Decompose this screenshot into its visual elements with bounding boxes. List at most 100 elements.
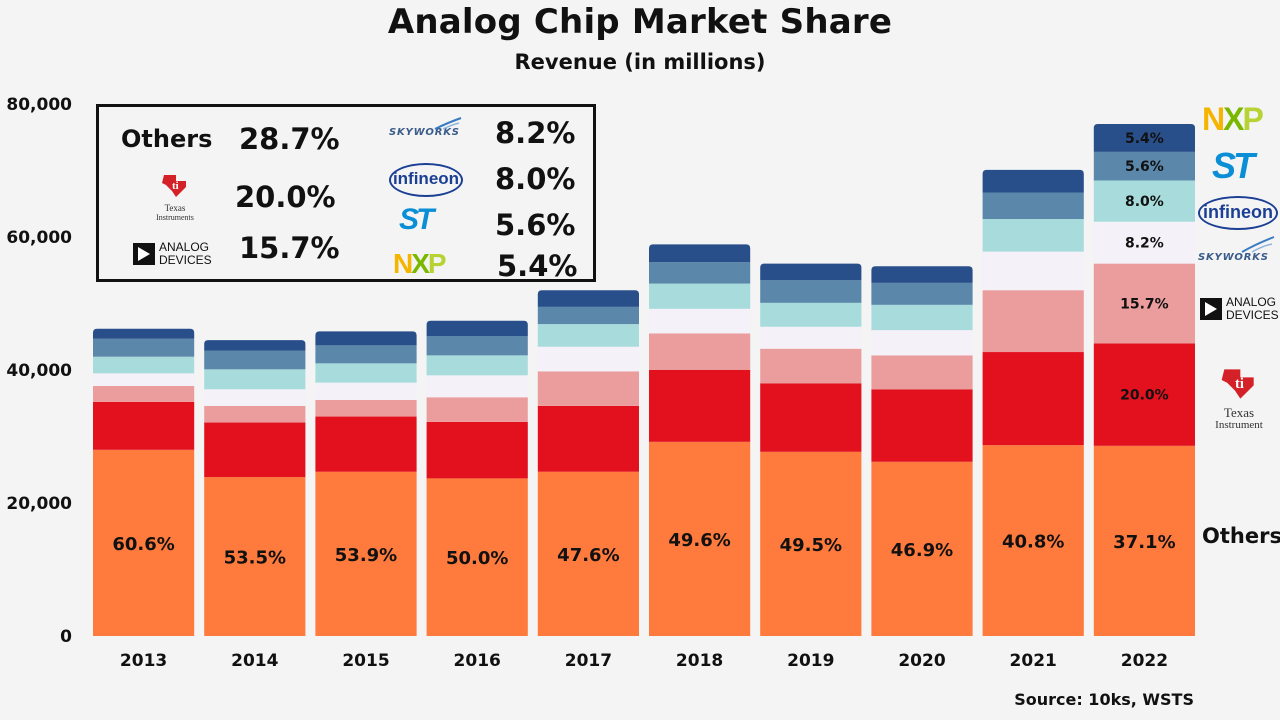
others-label-right: Others <box>1202 524 1280 548</box>
bar-segment <box>760 383 862 452</box>
y-tick-label: 20,000 <box>6 494 72 514</box>
bar-segment <box>204 350 306 370</box>
bar-segment <box>426 397 528 422</box>
bar-segment <box>315 399 417 417</box>
bar-segment <box>93 401 195 450</box>
data-label: 37.1% <box>1113 532 1175 553</box>
bar-segment <box>871 330 973 356</box>
skyworks-logo: SKYWORKS <box>389 117 462 138</box>
skyworks-swoosh-icon-right <box>1241 236 1275 253</box>
bar-segment <box>982 192 1084 220</box>
adi-logo-line2: DEVICES <box>159 253 212 267</box>
bar-segment <box>1093 123 1195 152</box>
data-label: 49.5% <box>780 535 842 556</box>
bar-segment <box>537 290 639 307</box>
bar-segment <box>982 169 1084 193</box>
bar-segment <box>315 331 417 346</box>
legend-share-nxp: 5.4% <box>497 249 578 283</box>
x-tick-label: 2022 <box>1121 651 1168 671</box>
bar-segment <box>204 340 306 351</box>
chart-title: Analog Chip Market Share <box>387 2 893 42</box>
data-label: 15.7% <box>1120 297 1169 313</box>
bar-segment <box>426 355 528 376</box>
y-tick-label: 0 <box>60 627 72 647</box>
data-label: 5.4% <box>1125 131 1164 147</box>
adi-logo-line1: ANALOG <box>159 240 210 254</box>
bar-segment <box>649 370 751 442</box>
skyworks-logo-text: SKYWORKS <box>389 127 460 138</box>
bar-segment <box>1093 445 1195 636</box>
legend-name-others: Others <box>121 125 213 153</box>
st-logo-right: ST <box>1212 145 1255 186</box>
x-tick-label: 2016 <box>454 651 501 671</box>
data-label: 8.0% <box>1125 194 1164 210</box>
x-tick-label: 2019 <box>787 651 834 671</box>
adi-logo-line2-right: DEVICES <box>1226 308 1279 322</box>
legend-share-skyworks: 8.2% <box>495 116 576 150</box>
legend-box: Others 28.7% ti Texas Instruments 20.0% … <box>96 104 596 283</box>
bar-segment <box>204 422 306 478</box>
ti-state-icon: ti <box>162 175 186 197</box>
nxp-logo-right: NXP <box>1202 101 1264 137</box>
bar-segment <box>204 477 306 636</box>
bar-segment <box>871 304 973 331</box>
bar-segment <box>204 405 306 423</box>
texas-instruments-logo: ti Texas Instruments <box>143 173 207 222</box>
bar-segment <box>537 306 639 325</box>
bar-segment <box>1093 343 1195 446</box>
svg-text:ti: ti <box>172 180 179 192</box>
x-tick-label: 2020 <box>898 651 945 671</box>
bar-segment <box>93 338 195 357</box>
data-label: 50.0% <box>446 548 508 569</box>
svg-text:ti: ti <box>1235 376 1244 392</box>
data-label: 40.8% <box>1002 532 1064 553</box>
y-tick-label: 60,000 <box>6 228 72 248</box>
legend-share-infineon: 8.0% <box>495 162 576 196</box>
bar-segment <box>649 308 751 334</box>
data-label: 46.9% <box>891 540 953 561</box>
bar-segment <box>649 333 751 370</box>
bar-segment <box>93 328 195 339</box>
bar-segment <box>649 283 751 309</box>
y-tick-label: 40,000 <box>6 361 72 381</box>
bar-segment <box>204 369 306 390</box>
bar-segment <box>871 282 973 305</box>
bar-segment <box>315 416 417 472</box>
chart-subtitle: Revenue (in millions) <box>514 50 766 74</box>
legend-share-adi: 15.7% <box>239 231 340 265</box>
bar-segment <box>760 302 862 327</box>
analog-devices-logo: ANALOG DEVICES <box>133 241 212 267</box>
bar-segment <box>1093 180 1195 222</box>
y-tick-label: 80,000 <box>6 95 72 115</box>
bar-segment <box>982 445 1084 636</box>
x-tick-label: 2015 <box>342 651 389 671</box>
bar-segment <box>204 389 306 406</box>
bar-segment <box>426 375 528 398</box>
bar-segment <box>426 478 528 636</box>
data-label: 53.5% <box>224 548 286 569</box>
bar-segment <box>93 373 195 386</box>
infineon-logo-right: infineon <box>1198 196 1278 230</box>
texas-instruments-logo-right: ti Texas Instrument <box>1200 366 1278 431</box>
adi-triangle-icon-right <box>1200 298 1222 320</box>
data-label: 47.6% <box>557 545 619 566</box>
bar-segment <box>537 471 639 636</box>
bar-segment <box>426 421 528 479</box>
skyworks-swoosh-icon <box>434 117 462 130</box>
bar-segment <box>760 263 862 281</box>
bar-segment <box>537 324 639 347</box>
bar-segment <box>649 262 751 284</box>
data-label: 60.6% <box>112 534 174 555</box>
data-label: 20.0% <box>1120 388 1169 404</box>
bar-segment <box>871 355 973 390</box>
adi-triangle-icon <box>133 243 155 265</box>
nxp-logo: NXP <box>393 248 447 279</box>
bar-segment <box>871 461 973 636</box>
source-note: Source: 10ks, WSTS <box>1014 690 1194 709</box>
bar-segment <box>982 352 1084 446</box>
bar-segment <box>93 385 195 402</box>
bar-segment <box>1093 263 1195 344</box>
x-tick-label: 2021 <box>1010 651 1057 671</box>
x-tick-label: 2018 <box>676 651 723 671</box>
bar-segment <box>315 345 417 364</box>
